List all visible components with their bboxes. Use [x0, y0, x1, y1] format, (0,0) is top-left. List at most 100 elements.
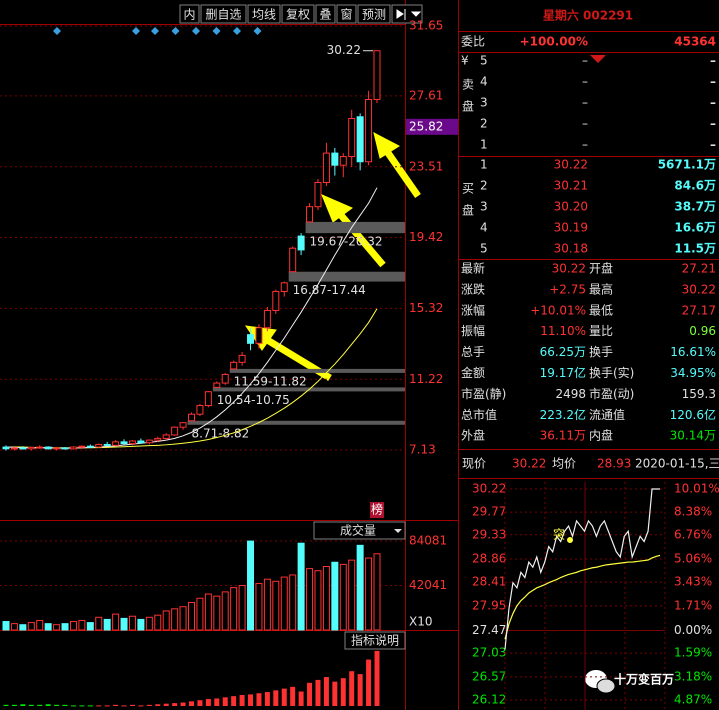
- indicator-bar: [307, 682, 313, 706]
- stat-value: 16.61%: [670, 345, 716, 359]
- stat-label: 振幅: [461, 323, 485, 338]
- price-value: 30.22: [512, 457, 546, 471]
- price-axis-label: 7.13: [409, 443, 436, 457]
- stat-value: 19.17亿: [540, 365, 586, 380]
- volume-bar: [314, 570, 322, 631]
- candle-body: [27, 446, 35, 450]
- price-axis-label: 15.32: [409, 301, 443, 315]
- intraday-price-label: 28.86: [472, 551, 506, 565]
- toolbar-button-label[interactable]: 复权: [286, 8, 310, 22]
- candle-body: [230, 361, 238, 370]
- volume-bar: [103, 618, 111, 631]
- watermark-icon: [585, 670, 616, 694]
- gap-zone-label: 16.87-17.44: [293, 283, 366, 297]
- toolbar-button[interactable]: [315, 4, 336, 24]
- price-axis-label: 23.51: [409, 159, 443, 173]
- candle-body: [221, 373, 229, 384]
- indicator-bar: [11, 704, 17, 706]
- volume-bar: [272, 580, 280, 631]
- toolbar-button-label[interactable]: 叠: [319, 8, 331, 22]
- intraday-pct-label: 1.71%: [674, 598, 712, 612]
- gap-zone-label: 8.71-8.82: [192, 426, 250, 440]
- stat-value: 159.3: [682, 387, 716, 401]
- volume-selector[interactable]: [313, 521, 406, 540]
- toolbar-button-label[interactable]: 内: [183, 8, 195, 22]
- intraday-price-label: 29.33: [472, 527, 506, 541]
- toolbar-button-label[interactable]: 窗: [340, 8, 352, 22]
- toolbar-button[interactable]: [357, 4, 391, 24]
- candle-body: [53, 447, 61, 450]
- level-price: –: [582, 96, 588, 110]
- candle-body: [373, 50, 381, 100]
- toolbar-button[interactable]: [336, 4, 357, 24]
- volume-title[interactable]: 成交量: [340, 523, 376, 538]
- arrow-head: [321, 194, 353, 223]
- intraday-pct-label: 0.00%: [674, 623, 712, 637]
- volume-bar: [95, 616, 103, 631]
- toolbar-button-label[interactable]: 预测: [362, 8, 386, 22]
- gap-zone-label: 11.59-11.82: [234, 374, 307, 388]
- volume-bar: [213, 595, 221, 631]
- toolbar-menu-icon[interactable]: [396, 9, 422, 20]
- toolbar-button[interactable]: [179, 4, 200, 24]
- signal-diamond: [233, 27, 241, 35]
- candle-body: [179, 422, 187, 428]
- signal-diamond: [212, 27, 221, 35]
- stat-label: 最高: [589, 281, 613, 296]
- indicator-help[interactable]: [344, 631, 406, 650]
- signal-diamond: [171, 27, 180, 35]
- toolbar-menu[interactable]: [391, 4, 423, 24]
- candle-body: [272, 290, 280, 311]
- sell-label: 卖盘: [461, 78, 475, 122]
- intraday-price-label: 28.41: [472, 575, 506, 589]
- volume-bar: [10, 623, 18, 631]
- indicator-bar: [163, 703, 169, 706]
- level: 5: [480, 242, 488, 256]
- level: 1: [480, 158, 488, 172]
- stat-label: 外盘: [461, 428, 485, 443]
- indicator-bar: [214, 698, 220, 706]
- candle-body: [162, 434, 170, 439]
- level-volume: 5671.1万: [658, 158, 716, 172]
- candle-body: [112, 441, 120, 446]
- volume-bar: [289, 574, 297, 631]
- stat-label: 量比: [589, 324, 613, 338]
- volume-bar: [280, 576, 288, 631]
- candle-body: [171, 426, 179, 436]
- indicator-bar: [180, 702, 186, 706]
- stat-value: 34.95%: [670, 366, 716, 380]
- indicator-bar: [197, 700, 203, 706]
- toolbar-button-label[interactable]: 均线: [252, 8, 276, 22]
- level-volume: –: [710, 138, 716, 152]
- price-axis-label: 31.65: [409, 19, 443, 33]
- ratio-label: 委比: [461, 35, 485, 49]
- toolbar-button[interactable]: [247, 4, 281, 24]
- stat-label: 市盈(静): [461, 386, 506, 401]
- volume-bar: [204, 593, 212, 631]
- indicator-bar: [281, 688, 287, 706]
- level-volume: –: [710, 117, 716, 131]
- indicator-bar: [340, 678, 346, 706]
- volume-multiplier: X10: [409, 615, 433, 629]
- stat-value: 120.6亿: [670, 407, 716, 422]
- indicator-help-label[interactable]: 指标说明: [351, 633, 399, 648]
- intraday-pct-label: 5.06%: [674, 551, 712, 565]
- dropdown-icon[interactable]: [394, 529, 402, 533]
- signal-diamond: [132, 27, 140, 35]
- indicator-bar: [129, 704, 135, 706]
- level-volume: 38.7万: [674, 200, 716, 214]
- gap-zone: [229, 368, 405, 373]
- volume-bar: [86, 622, 94, 631]
- ratio-diff: 45364: [674, 35, 716, 49]
- toolbar-button[interactable]: [281, 4, 315, 24]
- toolbar-button-label[interactable]: 删自选: [205, 8, 241, 22]
- level-price: –: [582, 54, 588, 68]
- price-line: [504, 488, 660, 650]
- candle-body: [188, 413, 195, 422]
- candle-body: [314, 181, 322, 208]
- level: 2: [480, 117, 488, 131]
- intraday-pct-label: 1.59%: [674, 646, 712, 660]
- toolbar-button[interactable]: [200, 4, 247, 24]
